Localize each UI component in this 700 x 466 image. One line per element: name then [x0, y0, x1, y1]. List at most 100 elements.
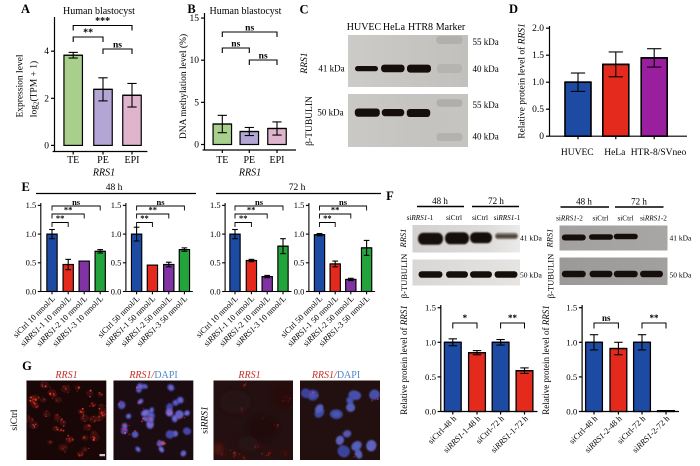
svg-text:1.5: 1.5	[210, 200, 221, 210]
svg-text:0.0: 0.0	[566, 407, 578, 417]
svg-text:Relative protein level of RRS1: Relative protein level of RRS1	[399, 305, 409, 414]
svg-text:0.5: 0.5	[210, 258, 221, 268]
svg-text:G: G	[22, 359, 32, 373]
svg-text:0.5: 0.5	[425, 372, 437, 382]
svg-text:RRS1: RRS1	[398, 229, 408, 249]
svg-text:0.5: 0.5	[566, 372, 578, 382]
svg-text:0: 0	[44, 141, 49, 151]
svg-text:Marker: Marker	[436, 22, 466, 33]
svg-text:2: 2	[44, 94, 49, 104]
svg-text:0.0: 0.0	[425, 407, 437, 417]
svg-text:HUVEC: HUVEC	[561, 148, 594, 158]
svg-text:41 kDa: 41 kDa	[520, 234, 543, 243]
svg-text:1.0: 1.0	[294, 229, 305, 239]
svg-text:ns: ns	[156, 197, 165, 207]
svg-text:HTR8: HTR8	[408, 22, 433, 33]
svg-text:log2(TPM + 1): log2(TPM + 1)	[28, 61, 40, 117]
svg-text:siCtrl: siCtrl	[10, 409, 20, 430]
svg-text:ns: ns	[72, 197, 81, 207]
svg-text:72 h: 72 h	[488, 196, 504, 206]
svg-text:5: 5	[194, 98, 199, 108]
svg-text:72 h: 72 h	[289, 183, 306, 193]
svg-text:Relative protein level of RRS1: Relative protein level of RRS1	[541, 305, 551, 414]
svg-text:*: *	[463, 313, 468, 323]
svg-text:1.5: 1.5	[425, 303, 437, 313]
svg-text:41 kDa: 41 kDa	[318, 64, 344, 74]
svg-text:siRRS1-1: siRRS1-1	[494, 214, 521, 222]
svg-text:B: B	[187, 2, 195, 16]
svg-text:RRS1: RRS1	[300, 52, 310, 74]
svg-text:A: A	[21, 2, 30, 16]
svg-text:0.5: 0.5	[532, 105, 544, 115]
svg-text:F: F	[386, 189, 394, 203]
svg-text:EPI: EPI	[270, 155, 285, 166]
svg-text:HeLa: HeLa	[383, 22, 406, 33]
svg-text:ns: ns	[339, 197, 348, 207]
svg-text:EPI: EPI	[125, 155, 140, 166]
svg-text:41 kDa: 41 kDa	[670, 234, 693, 243]
svg-text:48 h: 48 h	[106, 183, 123, 193]
svg-text:1.0: 1.0	[26, 229, 37, 239]
svg-text:***: ***	[95, 16, 110, 27]
svg-text:**: **	[650, 313, 660, 323]
svg-text:1.0: 1.0	[532, 78, 544, 88]
svg-text:1.0: 1.0	[210, 229, 221, 239]
svg-text:**: **	[508, 313, 518, 323]
svg-text:RRS1/DAPI: RRS1/DAPI	[311, 370, 360, 381]
svg-text:40 kDa: 40 kDa	[473, 132, 499, 142]
svg-text:1.0: 1.0	[566, 337, 578, 347]
svg-text:RRS1/DAPI: RRS1/DAPI	[128, 370, 177, 381]
svg-text:E: E	[22, 180, 30, 194]
svg-text:55 kDa: 55 kDa	[473, 100, 499, 110]
svg-text:PE: PE	[97, 155, 109, 166]
svg-text:RRS1: RRS1	[238, 168, 261, 179]
svg-text:TE: TE	[67, 155, 79, 166]
svg-text:1.5: 1.5	[532, 51, 544, 61]
svg-text:Relative protein level of RRS1: Relative protein level of RRS1	[517, 23, 528, 139]
svg-text:1.5: 1.5	[566, 303, 578, 313]
svg-text:HeLa: HeLa	[604, 148, 626, 158]
svg-text:siRRS1-2: siRRS1-2	[640, 215, 667, 223]
svg-text:ns: ns	[113, 41, 122, 51]
svg-text:0: 0	[539, 132, 544, 142]
svg-text:**: **	[64, 205, 73, 215]
svg-text:**: **	[331, 205, 340, 215]
svg-text:40 kDa: 40 kDa	[473, 64, 499, 74]
svg-text:ns: ns	[245, 24, 254, 34]
svg-text:0.0: 0.0	[210, 286, 221, 296]
svg-text:2.0: 2.0	[532, 24, 544, 34]
svg-text:siRRS1-2: siRRS1-2	[556, 215, 583, 223]
svg-text:HUVEC: HUVEC	[347, 22, 382, 33]
svg-text:β-TUBULIN: β-TUBULIN	[546, 254, 556, 298]
svg-text:0.0: 0.0	[26, 286, 37, 296]
svg-text:**: **	[56, 213, 65, 223]
svg-text:**: **	[83, 28, 93, 39]
svg-text:10: 10	[190, 56, 200, 66]
svg-text:RRS1: RRS1	[237, 370, 260, 381]
svg-text:0.0: 0.0	[111, 286, 122, 296]
svg-text:siRRS1-1: siRRS1-1	[407, 214, 434, 222]
svg-text:1.5: 1.5	[111, 200, 122, 210]
svg-text:55 kDa: 55 kDa	[473, 37, 499, 47]
svg-text:PE: PE	[243, 155, 255, 166]
svg-text:48 h: 48 h	[576, 197, 592, 207]
svg-text:RRS1: RRS1	[92, 168, 115, 179]
svg-text:D: D	[509, 2, 518, 16]
svg-text:1.5: 1.5	[26, 200, 37, 210]
svg-text:Expression level: Expression level	[16, 54, 26, 117]
svg-text:50 kDa: 50 kDa	[317, 108, 343, 118]
svg-text:1.0: 1.0	[111, 229, 122, 239]
svg-text:72 h: 72 h	[631, 197, 647, 207]
svg-text:**: **	[148, 205, 157, 215]
svg-text:4: 4	[44, 47, 49, 57]
svg-text:siCtrl: siCtrl	[446, 214, 462, 222]
svg-text:DNA methylation level (%): DNA methylation level (%)	[178, 34, 189, 139]
svg-text:ns: ns	[259, 52, 268, 62]
svg-text:48 h: 48 h	[432, 196, 448, 206]
svg-text:0.5: 0.5	[111, 258, 122, 268]
svg-text:siCtrl: siCtrl	[618, 215, 634, 223]
svg-text:50 kDa: 50 kDa	[520, 271, 543, 280]
svg-text:RRS1: RRS1	[545, 229, 555, 249]
svg-text:**: **	[239, 213, 248, 223]
svg-text:RRS1: RRS1	[54, 370, 77, 381]
